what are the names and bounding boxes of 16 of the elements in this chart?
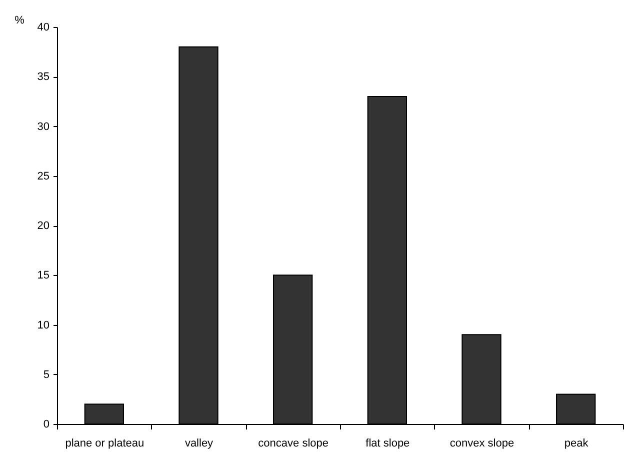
x-tick-label: convex slope (450, 438, 514, 450)
x-tick-label: valley (184, 438, 214, 450)
x-tick-label: peak (564, 438, 589, 450)
y-tick-label: 5 (43, 368, 50, 381)
y-tick-label: 15 (37, 270, 50, 282)
x-tick-label: plane or plateau (65, 438, 144, 450)
y-tick-label: 40 (37, 22, 50, 34)
y-axis-title: % (14, 14, 25, 26)
y-tick-label: 0 (43, 418, 50, 430)
y-tick-label: 25 (37, 170, 50, 182)
x-tick-label: concave slope (258, 438, 328, 450)
y-tick-label: 10 (37, 319, 50, 332)
y-tick-label: 30 (37, 120, 50, 133)
x-tick-label: flat slope (366, 438, 410, 450)
y-tick-label: 20 (37, 220, 50, 232)
y-tick-label: 35 (37, 71, 50, 84)
